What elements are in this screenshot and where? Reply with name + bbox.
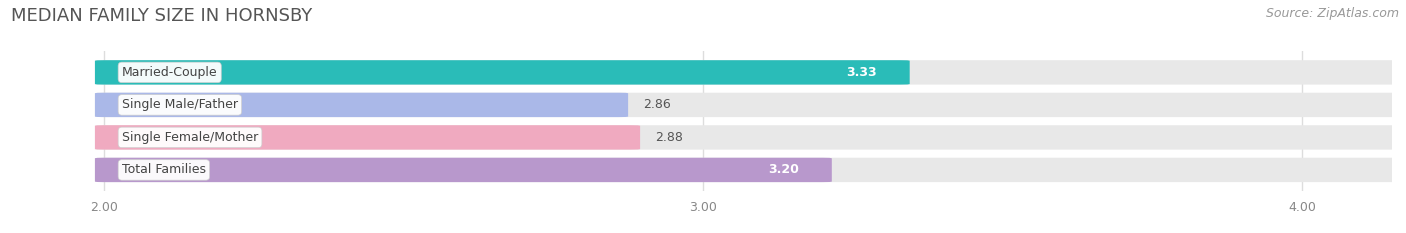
Text: 3.20: 3.20 [768,163,799,176]
FancyBboxPatch shape [96,93,1400,117]
FancyBboxPatch shape [96,158,832,182]
Text: 2.86: 2.86 [643,98,671,111]
Text: Source: ZipAtlas.com: Source: ZipAtlas.com [1265,7,1399,20]
Text: Married-Couple: Married-Couple [122,66,218,79]
FancyBboxPatch shape [96,60,910,85]
FancyBboxPatch shape [96,93,628,117]
Text: Single Male/Father: Single Male/Father [122,98,238,111]
FancyBboxPatch shape [96,158,1400,182]
Text: Total Families: Total Families [122,163,205,176]
Text: Single Female/Mother: Single Female/Mother [122,131,259,144]
FancyBboxPatch shape [96,60,1400,85]
FancyBboxPatch shape [96,125,640,150]
Text: MEDIAN FAMILY SIZE IN HORNSBY: MEDIAN FAMILY SIZE IN HORNSBY [11,7,312,25]
Text: 2.88: 2.88 [655,131,683,144]
FancyBboxPatch shape [96,125,1400,150]
Text: 3.33: 3.33 [846,66,877,79]
